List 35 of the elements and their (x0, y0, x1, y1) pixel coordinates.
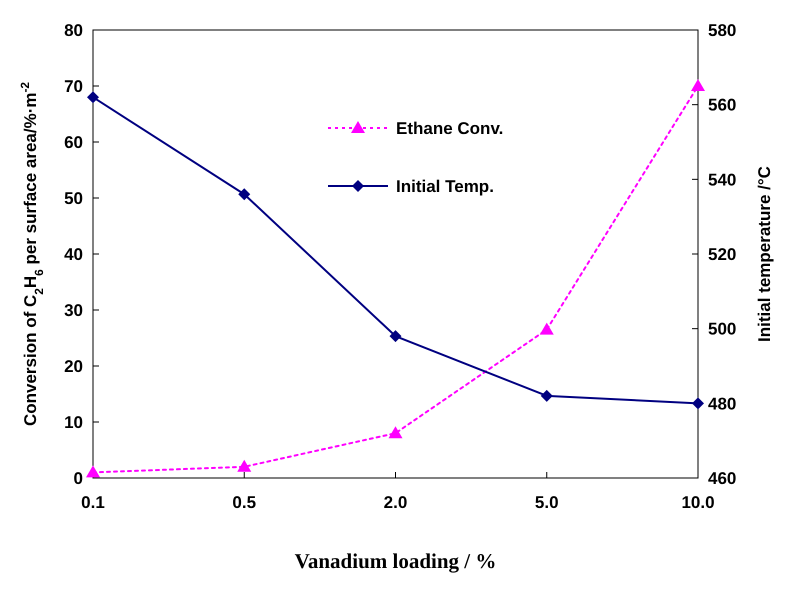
y2-tick-label: 540 (708, 170, 736, 190)
point (540, 322, 554, 335)
point (390, 330, 402, 342)
x-tick-label: 5.0 (534, 493, 559, 512)
y2-tick-label: 580 (708, 20, 736, 40)
point (388, 426, 402, 438)
y2-tick-label: 460 (708, 468, 736, 488)
point (87, 91, 99, 104)
point (691, 79, 705, 91)
y-tick-label: 30 (64, 300, 83, 320)
x-tick-label: 10.0 (681, 493, 715, 512)
x-tick-label: 2.0 (384, 493, 408, 512)
y2-tick-label: 520 (708, 244, 736, 264)
legend-label: Ethane Conv. (396, 118, 504, 138)
point (540, 390, 553, 402)
y-tick-label: 70 (64, 76, 83, 96)
point (238, 188, 250, 200)
y2-tick-label: 560 (708, 96, 736, 115)
y-tick-label: 20 (64, 356, 83, 376)
legend-label: Initial Temp. (396, 176, 494, 196)
x-axis-title: Vanadium loading / % (294, 549, 496, 573)
y-tick-label: 0 (74, 468, 83, 488)
point (692, 397, 704, 410)
y-tick-label: 50 (64, 188, 83, 208)
y2-tick-label: 500 (708, 320, 736, 339)
point (237, 460, 252, 472)
y-tick-label: 40 (64, 244, 83, 264)
y-tick-label: 10 (64, 412, 83, 432)
y-tick-label: 60 (64, 132, 83, 152)
y-tick-label: 80 (64, 20, 83, 40)
y2-axis-title: Initial temperature /°C (755, 166, 774, 342)
x-tick-label: 0.1 (81, 493, 105, 512)
point (86, 465, 100, 478)
y2-tick-label: 480 (708, 394, 736, 414)
x-tick-label: 0.5 (232, 493, 256, 512)
